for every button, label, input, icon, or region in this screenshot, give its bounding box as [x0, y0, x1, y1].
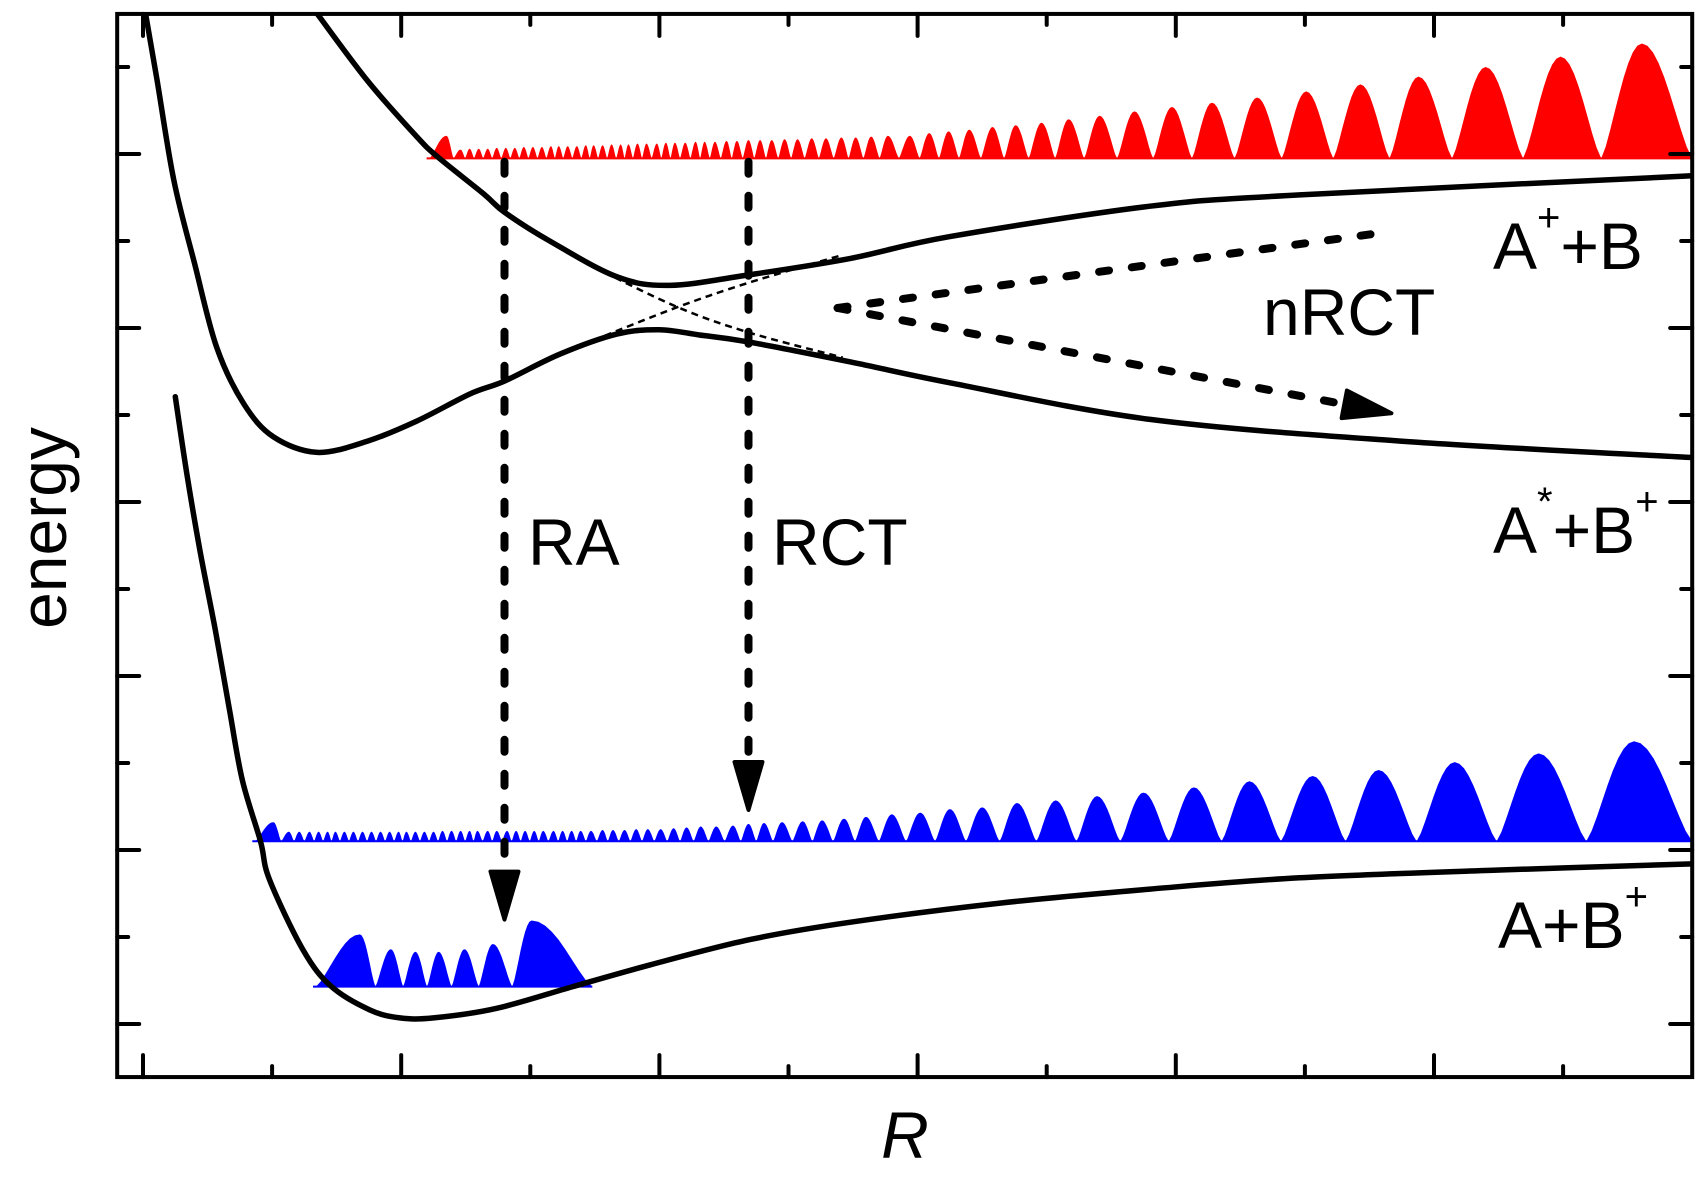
- x-axis-label: R: [881, 1098, 929, 1172]
- arrow-rct-head: [732, 760, 765, 812]
- incoming-continuum-wavefunction: [429, 43, 1693, 159]
- label-a-plus-b-plus: A+B+: [1498, 875, 1648, 962]
- potential-curve-a-plus-b-plus: [172, 393, 1693, 1022]
- arrow-nrct-lower-head: [1339, 388, 1394, 421]
- arrow-nrct-lower-shaft: [833, 304, 1349, 409]
- plot-frame: [115, 11, 1695, 1080]
- potential-curve-a-star-plus-b-plus: [142, 13, 1693, 461]
- label-nrct: nRCT: [1263, 275, 1435, 349]
- axes: [115, 11, 1695, 1080]
- label-a-plus-plus-b-superscript: +: [1537, 196, 1560, 240]
- label-a-plus-plus-b-rest: +B: [1560, 209, 1643, 283]
- label-rct: RCT: [772, 505, 908, 579]
- label-a-star-plus-b-plus-rest: +B: [1553, 493, 1636, 567]
- diabatic-curve-attractive: [593, 253, 844, 342]
- label-ra: RA: [528, 505, 620, 579]
- label-a-plus-plus-b: A++B: [1493, 196, 1643, 283]
- label-a-plus-plus-b-base: A: [1493, 209, 1537, 283]
- y-axis-label: energy: [6, 427, 80, 629]
- arrow-nrct-upper-shaft: [833, 229, 1383, 312]
- label-a-star-plus-b-plus-base: A: [1493, 493, 1537, 567]
- label-a-star-plus-b-plus: A*+B+: [1493, 480, 1659, 567]
- transition-arrow-layer: [488, 157, 1394, 922]
- label-a-plus-b-plus-base: A+B: [1498, 888, 1625, 962]
- bound-state-wavefunction: [316, 920, 593, 987]
- diabatic-curve-repulsive: [593, 265, 844, 359]
- arrow-ra-head: [488, 869, 521, 922]
- outgoing-continuum-wavefunction: [255, 741, 1693, 842]
- label-a-star-plus-b-plus-superscript: *: [1537, 480, 1553, 524]
- label-a-plus-b-plus-superscript: +: [1625, 875, 1648, 919]
- wavefunction-layer: [252, 43, 1693, 988]
- potential-curve-a-plus-plus-b: [314, 13, 1693, 289]
- label-a-star-plus-b-plus-superscript-2: +: [1635, 480, 1658, 524]
- potential-curve-layer: [142, 13, 1693, 1022]
